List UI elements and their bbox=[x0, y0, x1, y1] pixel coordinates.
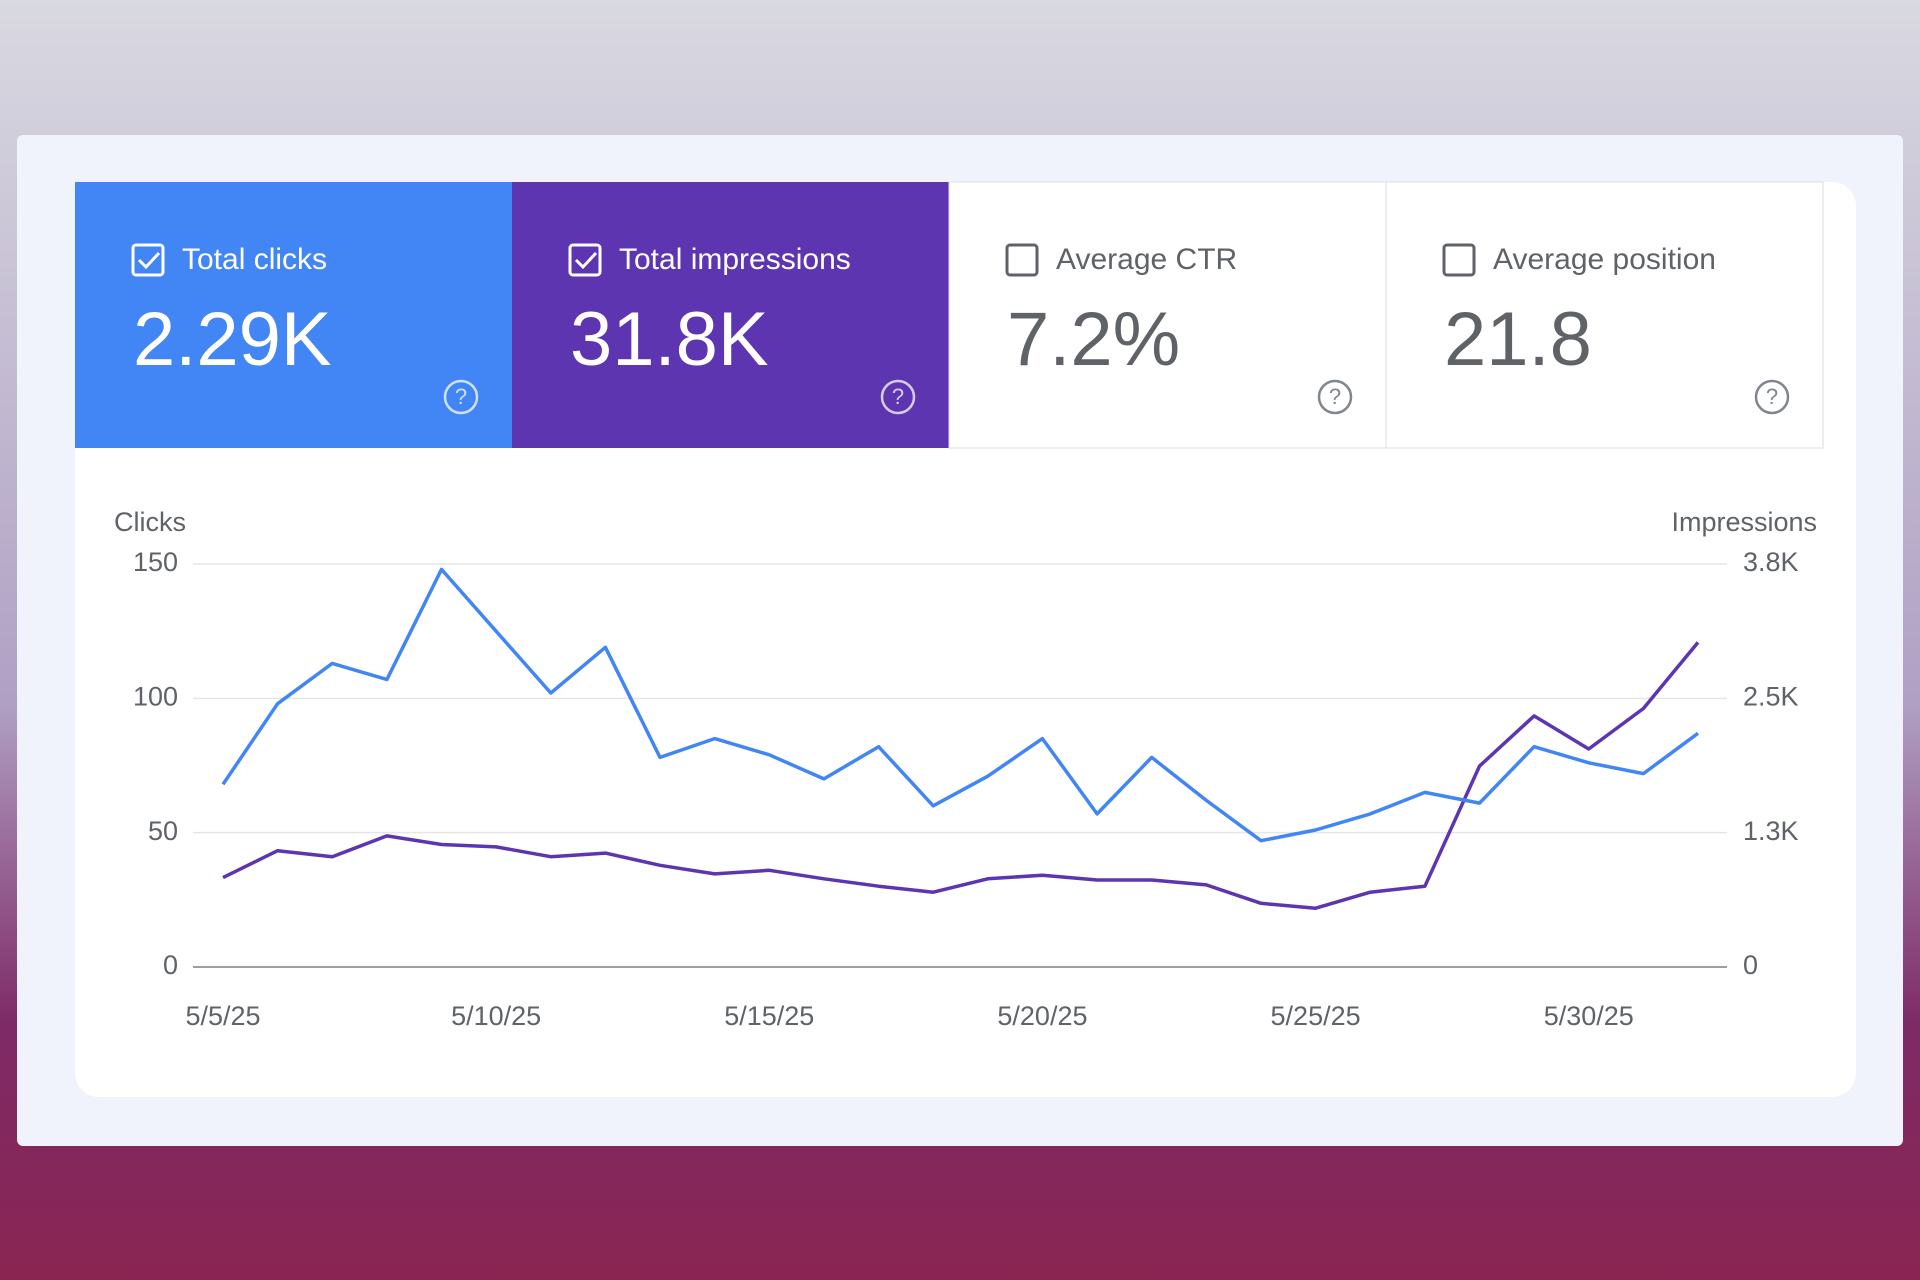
y-tick-label: 100 bbox=[133, 681, 178, 711]
checkmark bbox=[137, 251, 161, 270]
help-glyph: ? bbox=[1329, 384, 1341, 409]
help-glyph: ? bbox=[892, 384, 904, 409]
tile-label: Average position bbox=[1493, 243, 1716, 276]
tile-background bbox=[948, 181, 1387, 449]
metric-tile[interactable]: Total clicks 2.29K? bbox=[75, 182, 512, 448]
metric-tile[interactable]: Total impressions 31.8K? bbox=[512, 182, 949, 448]
series-line bbox=[222, 641, 1700, 910]
checkmark bbox=[574, 251, 598, 270]
x-tick-label: 5/15/25 bbox=[724, 1001, 814, 1031]
help-glyph: ? bbox=[455, 384, 467, 409]
tile-value: 31.8K bbox=[570, 297, 769, 382]
y-tick-label: 0 bbox=[163, 950, 178, 980]
metric-tile[interactable]: Average position 21.8? bbox=[1385, 181, 1824, 449]
y2-tick-label: 1.3K bbox=[1743, 816, 1799, 846]
y-axis-title: Clicks bbox=[114, 507, 186, 537]
tile-label: Total impressions bbox=[619, 243, 851, 276]
tile-background bbox=[512, 182, 949, 448]
tile-label: Total clicks bbox=[182, 243, 327, 276]
y2-axis-title: Impressions bbox=[1671, 507, 1817, 537]
checkbox[interactable] bbox=[131, 243, 165, 277]
help-icon[interactable] bbox=[880, 379, 916, 415]
checkbox[interactable] bbox=[568, 243, 602, 277]
tile-value: 7.2% bbox=[1007, 297, 1180, 382]
tile-value: 2.29K bbox=[133, 297, 332, 382]
tile-background bbox=[75, 182, 512, 448]
x-tick-label: 5/5/25 bbox=[185, 1001, 260, 1031]
help-icon[interactable] bbox=[1754, 379, 1790, 415]
x-tick-label: 5/20/25 bbox=[997, 1001, 1087, 1031]
help-icon[interactable] bbox=[443, 379, 479, 415]
metric-tile[interactable]: Average CTR 7.2%? bbox=[948, 181, 1387, 449]
help-glyph: ? bbox=[1766, 384, 1778, 409]
checkbox[interactable] bbox=[1442, 243, 1476, 277]
help-icon[interactable] bbox=[1317, 379, 1353, 415]
tile-background bbox=[1385, 181, 1824, 449]
series-line bbox=[221, 567, 1700, 843]
y-tick-label: 150 bbox=[133, 547, 178, 577]
y2-tick-label: 0 bbox=[1743, 950, 1758, 980]
x-tick-label: 5/25/25 bbox=[1271, 1001, 1361, 1031]
tile-value: 21.8 bbox=[1444, 297, 1592, 382]
y2-tick-label: 2.5K bbox=[1743, 681, 1799, 711]
tile-label: Average CTR bbox=[1056, 243, 1237, 276]
y2-tick-label: 3.8K bbox=[1743, 547, 1799, 577]
y-tick-label: 50 bbox=[148, 816, 178, 846]
x-tick-label: 5/10/25 bbox=[451, 1001, 541, 1031]
x-tick-label: 5/30/25 bbox=[1544, 1001, 1634, 1031]
checkbox[interactable] bbox=[1005, 243, 1039, 277]
